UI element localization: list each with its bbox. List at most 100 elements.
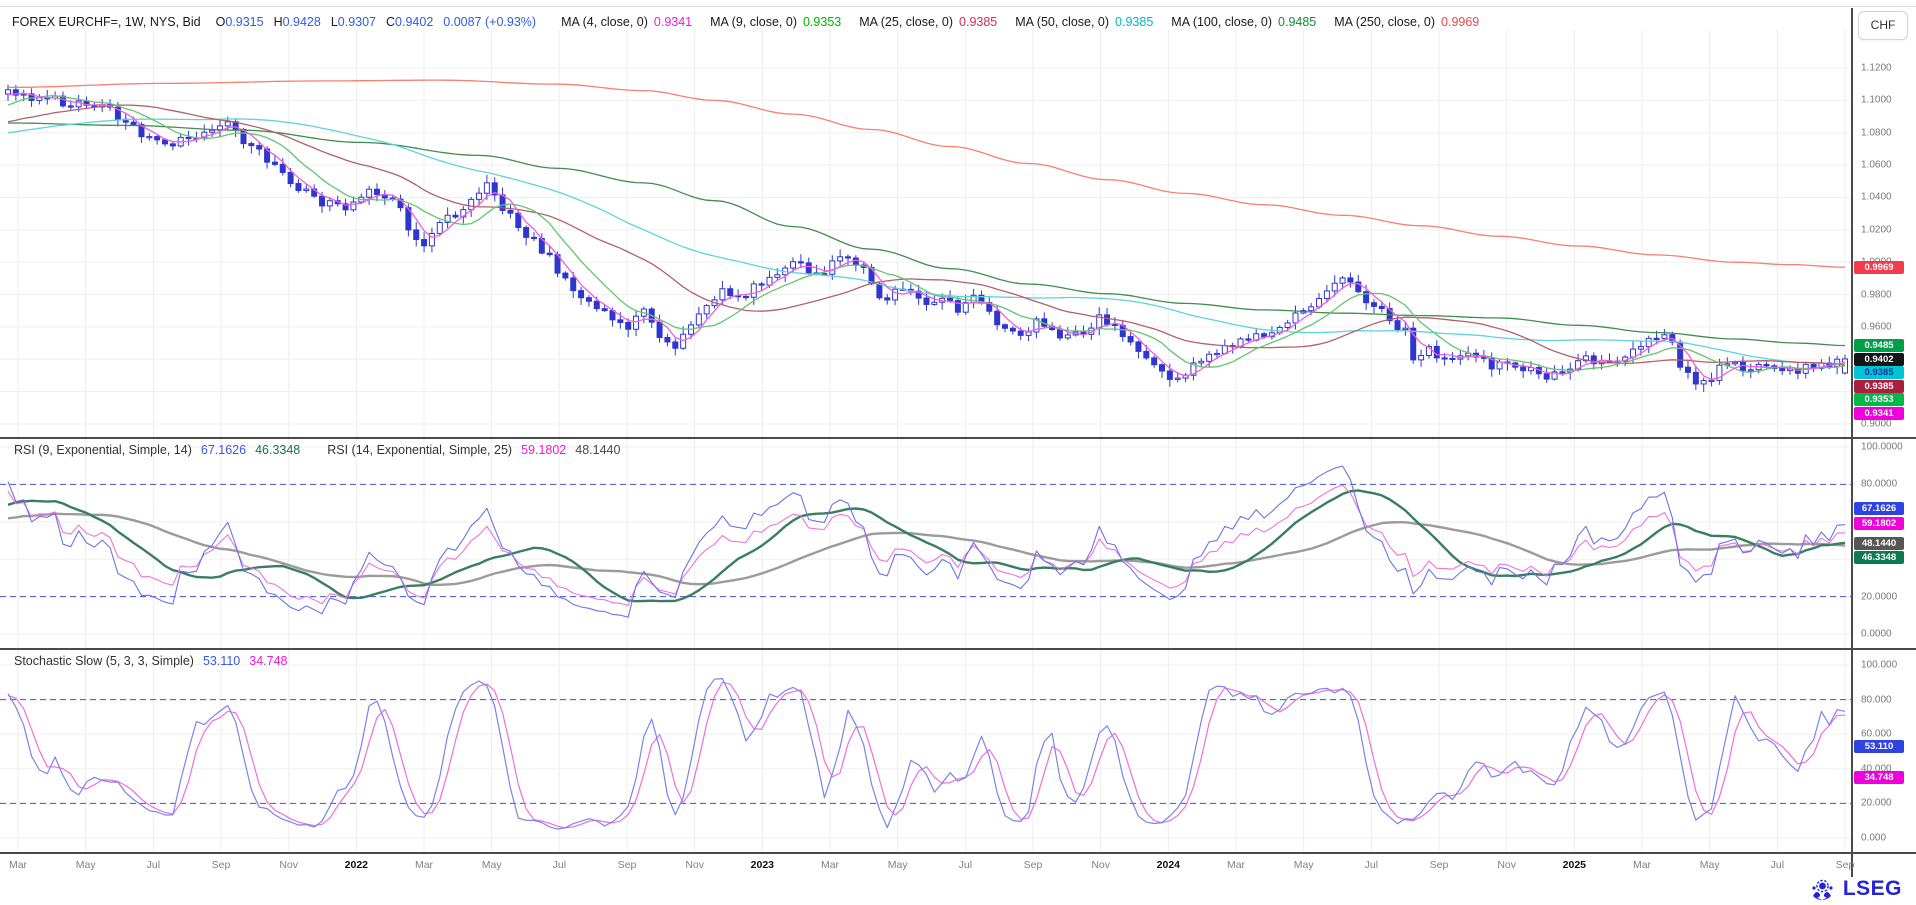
time-axis[interactable]: Mar May Jul Sep Nov 2022 Mar May Jul Sep Nov 2023 Ma… — [0, 852, 1854, 877]
panel-title-part: 48.1440 — [575, 443, 621, 457]
quote-bar: O 0.9315 H 0.9428 L 0.9307 C 0.9402 0.0087 (+0.9… — [216, 15, 546, 29]
ma-legend-value: 0.9341 — [653, 15, 693, 29]
axis-tick-label: 80.000 — [1861, 694, 1892, 706]
chart-legend-bar: FOREX EURCHF=, 1W, NYS, Bid O 0.9315 H 0.94… — [12, 13, 1512, 31]
price-axis-column[interactable]: 1.12001.10001.08001.06001.04001.02001.00… — [1853, 0, 1916, 877]
ma-legend-value: 0.9385 — [1115, 15, 1154, 29]
price-axis-line — [1851, 8, 1853, 877]
panel-title-part: 46.3348 — [255, 443, 301, 457]
ma-legend-label: MA (25, close, 0) — [859, 15, 954, 29]
x-axis-label: Mar — [1632, 859, 1652, 871]
panel-title-part: 53.110 — [202, 654, 241, 668]
ma-legend-value: 0.9353 — [802, 15, 842, 29]
price-badge: 0.9353 — [1854, 393, 1904, 407]
price-badge: 0.9485 — [1854, 339, 1904, 353]
x-axis-label: Nov — [1497, 859, 1516, 871]
quote-field-label: O — [215, 15, 226, 29]
panel-title-part: RSI (9, Exponential, Simple, 14) — [14, 443, 192, 457]
quote-field-value: 0.9307 — [337, 15, 377, 29]
panel-separator — [0, 437, 1916, 439]
price-badge: 0.9402 — [1854, 352, 1904, 366]
axis-tick-label: 0.0000 — [1861, 628, 1892, 640]
x-axis-label: Sep — [211, 859, 231, 871]
quote-field-label: L — [330, 15, 338, 29]
x-axis-label: May — [887, 859, 908, 871]
x-axis-label: May — [75, 859, 96, 871]
panel-title-part: 34.748 — [249, 654, 288, 668]
stochastic-panel-title: Stochastic Slow (5, 3, 3, Simple) 53.110 3… — [14, 654, 296, 668]
axis-tick-label: 40.000 — [1861, 763, 1892, 775]
ma-legend-value: 0.9969 — [1441, 15, 1480, 29]
axis-tick-label: 1.0600 — [1861, 159, 1892, 171]
x-axis-label: Jul — [958, 859, 973, 871]
x-axis-label: Nov — [685, 859, 704, 871]
stochastic-panel[interactable] — [0, 648, 1851, 852]
ma-legend-label: MA (100, close, 0) — [1171, 15, 1273, 29]
price-badge: 67.1626 — [1854, 501, 1904, 515]
price-chart-panel[interactable] — [0, 30, 1851, 437]
lseg-crest-icon — [1812, 879, 1833, 901]
x-axis-label: Mar — [1226, 859, 1246, 871]
axis-tick-label: 0.9800 — [1861, 289, 1892, 301]
ma-legend-value: 0.9485 — [1278, 15, 1317, 29]
currency-button[interactable]: CHF — [1858, 11, 1908, 40]
x-axis-label: 2024 — [1156, 859, 1181, 871]
quote-field-value: 0.9428 — [282, 15, 321, 29]
panel-title-part: RSI (14, Exponential, Simple, 25) — [327, 443, 513, 457]
x-axis-label: 2023 — [750, 859, 775, 871]
panel-separator — [0, 852, 1916, 854]
ma-legend-bar: MA (4, close, 0) 0.9341 MA (9, close, 0) 0.… — [561, 15, 1497, 29]
price-badge: 48.1440 — [1854, 537, 1904, 551]
axis-tick-label: 0.9600 — [1861, 321, 1892, 333]
x-axis-label: Jul — [146, 859, 161, 871]
axis-tick-label: 60.000 — [1861, 728, 1892, 740]
x-axis-label: 2022 — [344, 859, 369, 871]
price-badge: 46.3348 — [1854, 550, 1904, 564]
symbol-title: FOREX EURCHF=, 1W, NYS, Bid — [12, 15, 201, 29]
price-badge: 0.9385 — [1854, 379, 1904, 393]
panel-title-part: Stochastic Slow (5, 3, 3, Simple) — [14, 654, 194, 668]
x-axis-label: Sep — [1429, 859, 1449, 871]
x-axis-label: Sep — [1023, 859, 1043, 871]
axis-tick-label: 0.9000 — [1861, 418, 1892, 430]
ma-legend-label: MA (9, close, 0) — [710, 15, 797, 29]
axis-tick-label: 1.0200 — [1861, 224, 1892, 236]
rsi-panel[interactable] — [0, 437, 1851, 648]
x-axis-label: Sep — [1835, 859, 1855, 871]
window-top-border — [0, 6, 1916, 7]
axis-tick-label: 100.0000 — [1861, 441, 1903, 453]
ma-legend-label: MA (4, close, 0) — [561, 15, 648, 29]
price-badge: 34.748 — [1854, 771, 1904, 785]
ma-legend-value: 0.9385 — [959, 15, 998, 29]
quote-field-value: 0.9315 — [225, 15, 264, 29]
x-axis-label: Mar — [820, 859, 840, 871]
axis-tick-label: 100.000 — [1861, 659, 1898, 671]
quote-field-label: H — [273, 15, 283, 29]
x-axis-label: Jul — [1770, 859, 1785, 871]
x-axis-label: May — [481, 859, 502, 871]
panel-separator — [0, 648, 1916, 650]
x-axis-label: Sep — [617, 859, 637, 871]
price-badge: 59.1802 — [1854, 516, 1904, 530]
x-axis-label: Jul — [552, 859, 567, 871]
x-axis-label: Jul — [1364, 859, 1379, 871]
x-axis-label: 2025 — [1562, 859, 1587, 871]
quote-field-value: 0.0087 (+0.93%) — [443, 15, 537, 29]
price-badge: 0.9969 — [1854, 260, 1904, 274]
axis-tick-label: 1.1000 — [1861, 94, 1892, 106]
panel-title-part: 67.1626 — [200, 443, 247, 457]
x-axis-label: Mar — [414, 859, 434, 871]
axis-tick-label: 0.000 — [1861, 832, 1887, 844]
price-badge: 0.9385 — [1854, 366, 1904, 380]
x-axis-label: May — [1293, 859, 1314, 871]
lseg-wordmark: LSEG — [1842, 877, 1902, 900]
axis-tick-label: 20.0000 — [1861, 591, 1898, 603]
price-badge: 53.110 — [1854, 739, 1904, 753]
axis-tick-label: 1.0800 — [1861, 127, 1892, 139]
panel-title-part: 59.1802 — [521, 443, 567, 457]
x-axis-label: Nov — [279, 859, 298, 871]
price-badge: 0.9341 — [1854, 406, 1904, 420]
x-axis-label: Nov — [1091, 859, 1110, 871]
axis-tick-label: 20.000 — [1861, 797, 1892, 809]
